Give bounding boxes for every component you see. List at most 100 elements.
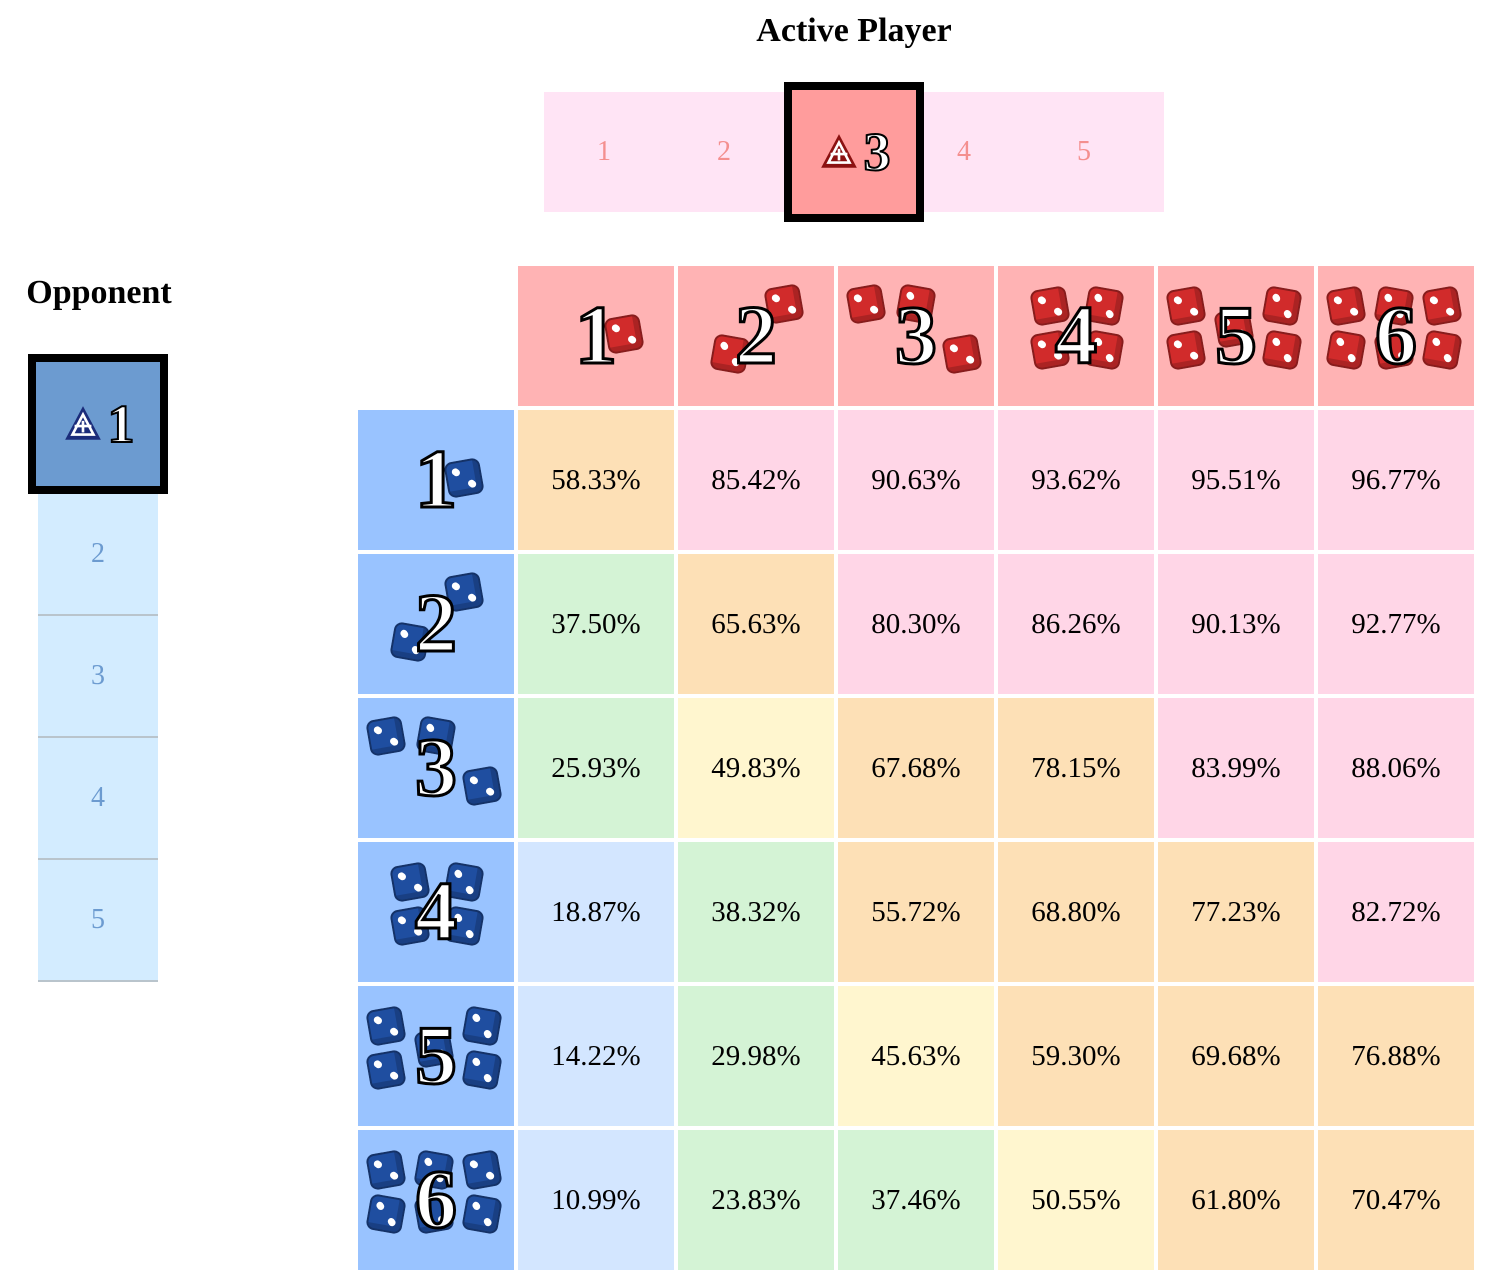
opponent-title: Opponent [26, 274, 172, 311]
opponent-option-2[interactable]: 2 [38, 494, 158, 616]
win-probability-cell: 55.72% [838, 842, 994, 982]
win-probability-cell: 70.47% [1318, 1130, 1474, 1270]
win-probability-cell: 69.68% [1158, 986, 1314, 1126]
win-probability-cell: 68.80% [998, 842, 1154, 982]
opponent-selector: 1 2 3 4 5 [28, 354, 168, 982]
active-player-option-label: 5 [1077, 136, 1091, 167]
win-probability-cell: 83.99% [1158, 698, 1314, 838]
attacker-dice-count: 3 [894, 289, 939, 382]
win-probability-cell: 29.98% [678, 986, 834, 1126]
die-icon [461, 1049, 503, 1091]
die-icon [1421, 329, 1463, 371]
defender-dice-header-6: 6 [358, 1130, 514, 1270]
win-probability-cell: 23.83% [678, 1130, 834, 1270]
opponent-option-label: 3 [91, 660, 105, 691]
opponent-option-4[interactable]: 4 [38, 738, 158, 860]
win-probability-cell: 80.30% [838, 554, 994, 694]
defender-dice-header-5: 5 [358, 986, 514, 1126]
die-icon [1261, 329, 1303, 371]
win-probability-cell: 58.33% [518, 410, 674, 550]
win-probability-cell: 77.23% [1158, 842, 1314, 982]
active-player-option-2[interactable]: 2 [664, 92, 784, 212]
die-icon [1325, 329, 1367, 371]
defender-dice-count: 2 [414, 577, 459, 670]
die-icon [461, 1149, 503, 1191]
defender-dice-header-4: 4 [358, 842, 514, 982]
attacker-dice-count: 5 [1214, 289, 1259, 382]
defender-dice-header-2: 2 [358, 554, 514, 694]
attacker-dice-count: 6 [1374, 289, 1419, 382]
win-probability-cell: 93.62% [998, 410, 1154, 550]
warhammer-faction-icon [64, 406, 101, 440]
attacker-dice-header-5: 5 [1158, 266, 1314, 406]
win-probability-cell: 14.22% [518, 986, 674, 1126]
win-probability-cell: 65.63% [678, 554, 834, 694]
opponent-option-label: 5 [91, 904, 105, 935]
win-probability-cell: 90.13% [1158, 554, 1314, 694]
die-icon [365, 1005, 407, 1047]
die-icon [461, 1193, 503, 1235]
win-probability-cell: 18.87% [518, 842, 674, 982]
win-probability-cell: 95.51% [1158, 410, 1314, 550]
active-player-option-label: 4 [957, 136, 971, 167]
active-player-title: Active Player [756, 12, 952, 49]
win-probability-cell: 96.77% [1318, 410, 1474, 550]
die-icon [845, 283, 887, 325]
win-probability-cell: 78.15% [998, 698, 1154, 838]
defender-dice-count: 6 [414, 1153, 459, 1246]
active-player-option-3[interactable]: 3 [784, 82, 924, 222]
opponent-option-label: 2 [91, 538, 105, 569]
win-probability-cell: 76.88% [1318, 986, 1474, 1126]
active-player-option-1[interactable]: 1 [544, 92, 664, 212]
active-player-selector: 1 2 3 4 5 [544, 82, 1164, 222]
die-icon [941, 333, 983, 375]
die-icon [1165, 329, 1207, 371]
win-probability-cell: 10.99% [518, 1130, 674, 1270]
active-player-option-label: 2 [717, 136, 731, 167]
attacker-dice-header-2: 2 [678, 266, 834, 406]
win-probability-cell: 50.55% [998, 1130, 1154, 1270]
die-icon [365, 1193, 407, 1235]
win-probability-cell: 38.32% [678, 842, 834, 982]
win-probability-cell: 37.50% [518, 554, 674, 694]
defender-dice-count: 3 [414, 721, 459, 814]
win-probability-cell: 45.63% [838, 986, 994, 1126]
die-icon [461, 765, 503, 807]
die-icon [365, 1149, 407, 1191]
defender-dice-count: 5 [414, 1009, 459, 1102]
win-probability-cell: 67.68% [838, 698, 994, 838]
win-probability-cell: 82.72% [1318, 842, 1474, 982]
win-probability-cell: 37.46% [838, 1130, 994, 1270]
win-probability-cell: 86.26% [998, 554, 1154, 694]
win-probability-cell: 92.77% [1318, 554, 1474, 694]
opponent-option-label: 1 [107, 393, 136, 455]
active-player-option-5[interactable]: 5 [1024, 92, 1144, 212]
win-probability-cell: 25.93% [518, 698, 674, 838]
defender-dice-count: 4 [414, 865, 459, 958]
warhammer-faction-icon [820, 134, 857, 168]
attacker-dice-count: 4 [1054, 289, 1099, 382]
opponent-option-1[interactable]: 1 [28, 354, 168, 494]
win-probability-cell: 90.63% [838, 410, 994, 550]
die-icon [1261, 285, 1303, 327]
die-icon [1325, 285, 1367, 327]
active-player-option-label: 1 [597, 136, 611, 167]
defender-dice-header-3: 3 [358, 698, 514, 838]
die-icon [1421, 285, 1463, 327]
win-probability-cell: 49.83% [678, 698, 834, 838]
opponent-option-3[interactable]: 3 [38, 616, 158, 738]
win-probability-cell: 61.80% [1158, 1130, 1314, 1270]
opponent-option-5[interactable]: 5 [38, 860, 158, 982]
die-icon [1165, 285, 1207, 327]
attacker-dice-count: 1 [574, 289, 619, 382]
active-player-option-4[interactable]: 4 [904, 92, 1024, 212]
die-icon [365, 715, 407, 757]
die-icon [461, 1005, 503, 1047]
active-player-option-label: 3 [863, 121, 892, 183]
attacker-dice-header-3: 3 [838, 266, 994, 406]
defender-dice-header-1: 1 [358, 410, 514, 550]
win-probability-cell: 85.42% [678, 410, 834, 550]
die-icon [365, 1049, 407, 1091]
defender-dice-count: 1 [414, 433, 459, 526]
attacker-dice-header-6: 6 [1318, 266, 1474, 406]
